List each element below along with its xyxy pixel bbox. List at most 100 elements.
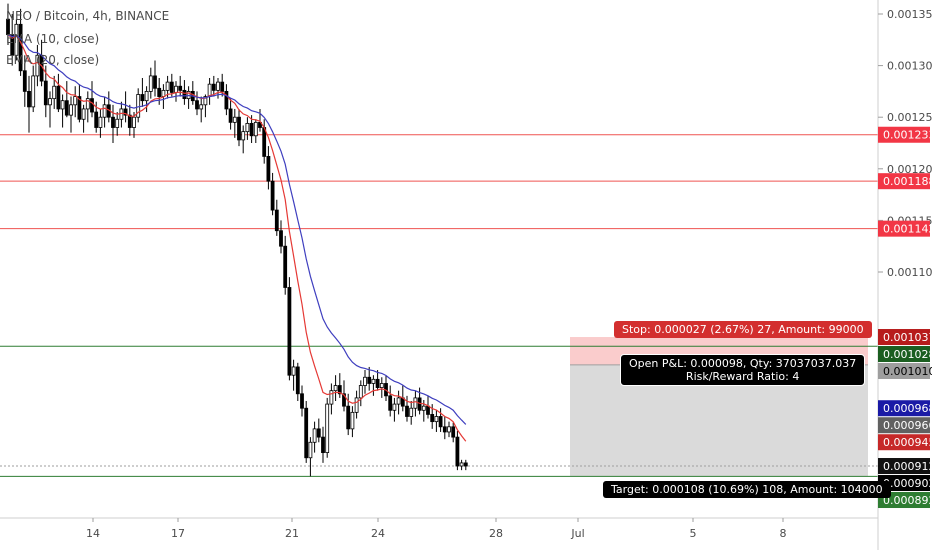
price-axis-badges: 0.001233 0.001188 0.001142 0.001037 0.001028…: [878, 126, 932, 509]
candle-body: [258, 121, 262, 128]
target-label: Target: 0.000108 (10.69%) 108, Amount: 1…: [603, 481, 891, 498]
candle-body: [379, 383, 384, 388]
price-badge: [878, 126, 930, 143]
candle-body: [77, 96, 82, 120]
candle-body: [283, 245, 288, 288]
candle-body: [337, 385, 342, 395]
price-badge-label: 0.000892: [883, 494, 932, 507]
candle-body: [203, 96, 208, 106]
candle-body: [69, 104, 73, 116]
candle-body: [455, 436, 460, 467]
ema10-legend[interactable]: EMA (10, close): [6, 32, 100, 46]
candle-body: [220, 81, 225, 92]
candle-body: [396, 397, 401, 405]
price-badge: [878, 417, 930, 434]
candle-body: [350, 411, 355, 430]
price-badge-label: 0.000912: [883, 460, 932, 473]
candle-body: [127, 114, 132, 128]
candle-body: [144, 91, 149, 102]
candle-body: [430, 414, 435, 423]
candle-body: [291, 366, 296, 376]
risk-reward-ratio: Risk/Reward Ratio: 4: [685, 370, 800, 383]
candle-body: [232, 116, 237, 123]
horizontal-levels[interactable]: [0, 134, 878, 477]
candle-body: [228, 108, 233, 123]
position-tool[interactable]: [570, 337, 868, 477]
price-badge-label: 0.001142: [883, 223, 932, 236]
candle-body: [111, 116, 115, 128]
candle-body: [375, 378, 380, 388]
candle-body: [274, 209, 279, 232]
candle-body: [367, 376, 372, 384]
candle-body: [178, 85, 183, 91]
candle-body: [182, 89, 187, 100]
candle-body: [199, 104, 204, 110]
candle-body: [262, 127, 267, 157]
candle-body: [333, 385, 338, 392]
candle-body: [60, 100, 65, 110]
ema20-legend[interactable]: EMA (20, close): [6, 53, 100, 67]
time-tick-label: 24: [371, 527, 385, 540]
time-tick-label: 28: [489, 527, 503, 540]
candle-body: [22, 70, 27, 92]
candle-body: [438, 416, 443, 428]
candle-body: [308, 441, 313, 459]
candle-body: [270, 180, 275, 211]
candle-body: [413, 397, 418, 409]
time-tick-label: 5: [690, 527, 697, 540]
candle-body: [266, 156, 271, 182]
time-tick-label: 8: [780, 527, 787, 540]
candle-body: [447, 426, 451, 433]
symbol-title[interactable]: NEO / Bitcoin, 4h, BINANCE: [6, 9, 170, 23]
candle-body: [148, 75, 153, 92]
candle-body: [216, 81, 220, 91]
price-badge: [878, 329, 930, 346]
candle-body: [52, 85, 57, 100]
candle-body: [153, 75, 157, 89]
time-tick-label: Jul: [570, 527, 584, 540]
price-badge-label: 0.000968: [883, 402, 932, 415]
price-badge: [878, 220, 930, 237]
candle-body: [31, 75, 36, 108]
candle-body: [409, 407, 414, 417]
candle-body: [157, 87, 162, 97]
price-badge: [878, 346, 930, 363]
candle-body: [253, 121, 258, 137]
candle-body: [463, 462, 468, 467]
pnl-box: Open P&L: 0.000098, Qty: 37037037.037 Ri…: [620, 354, 866, 386]
candle-body: [405, 405, 409, 417]
candle-body: [316, 428, 321, 438]
candle-body: [94, 111, 99, 128]
candle-body: [279, 230, 283, 247]
candle-body: [392, 403, 397, 411]
candle-body: [132, 116, 136, 128]
candle-body: [442, 426, 447, 433]
candle-body: [43, 80, 48, 106]
price-badge: [878, 458, 930, 475]
price-badge-label: 0.001010: [883, 365, 932, 378]
price-badge: [878, 434, 930, 451]
candle-body: [174, 85, 178, 93]
candle-body: [14, 23, 19, 56]
candle-body: [211, 83, 216, 91]
candle-body: [346, 405, 351, 430]
candle-body: [237, 116, 241, 141]
price-badge: [878, 492, 930, 509]
candle-body: [459, 462, 464, 467]
candle-body: [56, 85, 61, 110]
candle-body: [329, 390, 334, 405]
price-badge: [878, 400, 930, 417]
candle-body: [85, 98, 90, 110]
candle-body: [354, 397, 359, 413]
candle-body: [102, 104, 107, 118]
candle-body: [35, 54, 40, 77]
candle-body: [287, 287, 292, 376]
candle-body: [426, 405, 430, 415]
candle-body: [417, 397, 422, 411]
candle-body: [73, 96, 78, 106]
time-axis[interactable]: 14 17 21 24 28 Jul 5 8: [86, 518, 787, 540]
